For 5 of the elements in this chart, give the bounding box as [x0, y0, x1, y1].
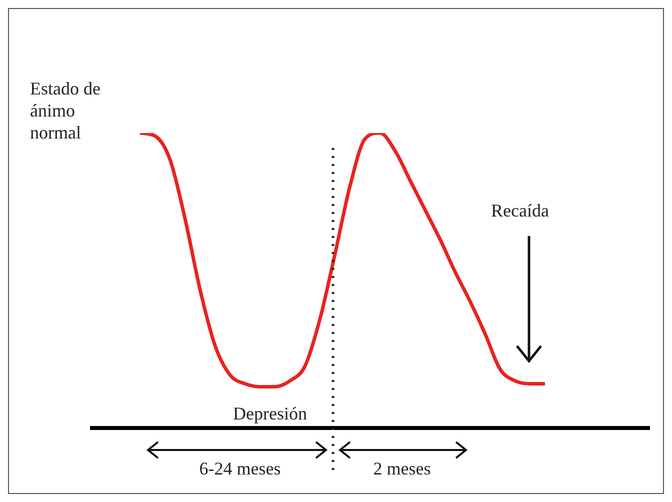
- annotation: Recaída: [491, 200, 549, 221]
- text: 6-24 meses: [199, 458, 281, 479]
- annotation: Depresión: [233, 404, 307, 424]
- text: 2 meses: [373, 458, 431, 479]
- text: Estado de ánimo normal: [30, 78, 100, 143]
